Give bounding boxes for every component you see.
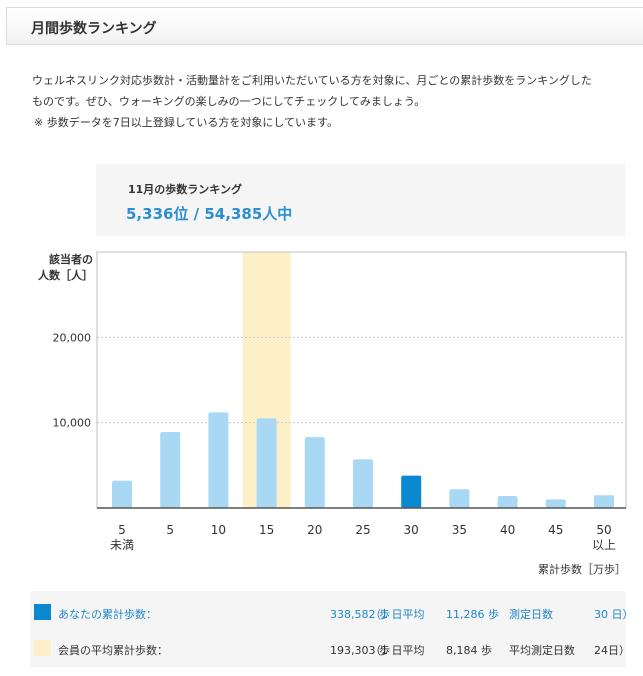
bar bbox=[594, 495, 614, 508]
page-title: 月間歩数ランキング bbox=[31, 21, 157, 37]
legend-average-row: 会員の平均累計歩数： 193,303 歩 （1 日平均 8,184 歩 平均測定… bbox=[30, 627, 630, 667]
y-tick-label: 10,000 bbox=[53, 417, 92, 430]
bar bbox=[304, 437, 325, 508]
user-bar bbox=[401, 475, 422, 508]
intro-description: ウェルネスリンク対応歩数計・活動量計をご利用いただいている方を対象に、月ごとの累… bbox=[32, 70, 632, 112]
bar bbox=[353, 459, 373, 508]
x-tick-label: 30 bbox=[404, 523, 419, 537]
x-tick-label: 以上 bbox=[592, 538, 616, 552]
y-axis-label-line-2: 人数［人］ bbox=[38, 268, 93, 282]
bar bbox=[256, 418, 277, 508]
y-tick-label: 20,000 bbox=[53, 331, 92, 344]
legend-average-days-label: 平均測定日数 bbox=[509, 644, 575, 657]
legend-average-label: 会員の平均累計歩数： bbox=[58, 644, 168, 657]
bar bbox=[160, 432, 181, 508]
y-axis-label-line-1: 該当者の bbox=[49, 252, 93, 266]
legend-user-label: あなたの累計歩数： bbox=[58, 608, 157, 621]
x-tick-label: 40 bbox=[500, 523, 515, 537]
x-tick-label: 15 bbox=[259, 523, 274, 537]
x-tick-label: 5 bbox=[118, 523, 126, 537]
legend-user-row: あなたの累計歩数： 338,582 歩 （1 日平均 11,286 歩 測定日数… bbox=[30, 591, 634, 633]
x-axis-label: 累計歩数［万歩］ bbox=[538, 562, 626, 576]
legend-user-daily-avg-label: （1 日平均 bbox=[370, 608, 425, 621]
bar bbox=[545, 499, 566, 508]
legend-average-daily-avg-label: （1 日平均 bbox=[370, 644, 425, 657]
legend-average-steps: 193,303 歩 bbox=[330, 644, 390, 657]
legend-user-steps: 338,582 歩 bbox=[330, 608, 390, 621]
x-tick-label: 45 bbox=[548, 523, 563, 537]
legend-average-swatch bbox=[34, 640, 51, 656]
bar bbox=[112, 480, 132, 508]
x-tick-label: 35 bbox=[452, 523, 467, 537]
bar bbox=[497, 496, 518, 508]
x-tick-label: 5 bbox=[166, 523, 174, 537]
x-tick-label: 10 bbox=[211, 523, 226, 537]
intro-line-1: ウェルネスリンク対応歩数計・活動量計をご利用いただいている方を対象に、月ごとの累… bbox=[32, 74, 592, 87]
ranking-box: 11月の歩数ランキング 5,336位 / 54,385人中 bbox=[96, 164, 625, 236]
bar bbox=[449, 489, 470, 508]
x-tick-label: 50 bbox=[596, 523, 611, 537]
intro-note: ※ 歩数データを7日以上登録している方を対象にしています。 bbox=[34, 116, 338, 129]
legend-user-swatch bbox=[34, 604, 51, 620]
intro-line-2: ものです。ぜひ、ウォーキングの楽しみの一つにしてチェックしてみましょう。 bbox=[32, 95, 426, 108]
legend-average-days-value: 24日） bbox=[594, 644, 630, 657]
x-tick-label: 20 bbox=[307, 523, 322, 537]
legend-user-days-label: 測定日数 bbox=[509, 608, 553, 621]
x-tick-label: 未満 bbox=[110, 538, 134, 552]
x-tick-label: 25 bbox=[355, 523, 370, 537]
bar bbox=[208, 412, 229, 508]
ranking-label: 11月の歩数ランキング bbox=[128, 183, 242, 196]
legend-average-daily-avg-value: 8,184 歩 bbox=[446, 644, 492, 657]
legend-user-daily-avg-value: 11,286 歩 bbox=[446, 608, 499, 621]
ranking-value: 5,336位 / 54,385人中 bbox=[126, 205, 293, 223]
legend-user-days-value: 30 日） bbox=[594, 608, 634, 621]
page-header: 月間歩数ランキング bbox=[6, 7, 643, 45]
